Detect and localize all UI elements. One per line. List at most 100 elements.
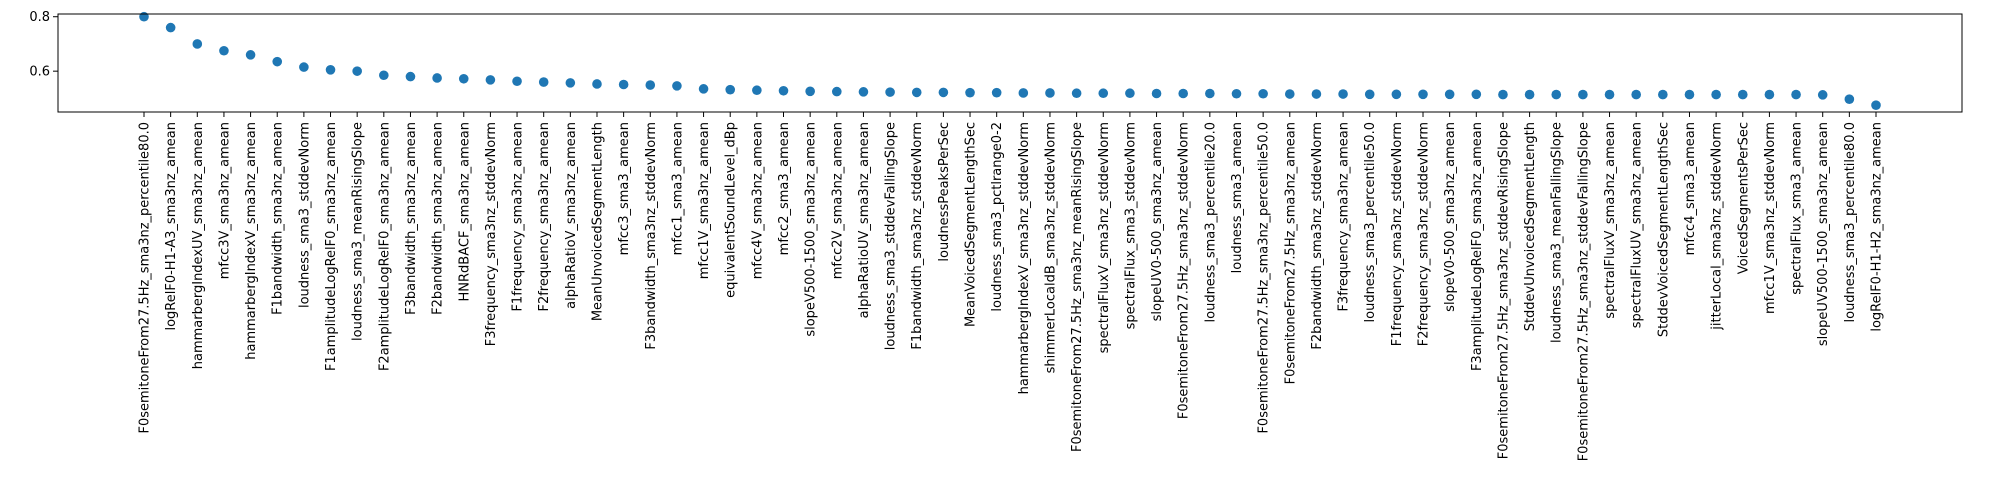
x-tick-label: mfcc4_sma3_amean [1683, 122, 1698, 255]
x-tick-label: F2amplitudeLogRelF0_sma3nz_amean [377, 122, 392, 371]
x-tick-label: mfcc3_sma3_amean [617, 122, 632, 255]
data-point [1844, 94, 1855, 105]
data-point [672, 81, 682, 91]
x-tick-label: F2bandwidth_sma3nz_stddevNorm [1310, 122, 1325, 350]
x-tick-label: mfcc1V_sma3nz_stddevNorm [1763, 122, 1778, 314]
x-tick-label: alphaRatioUV_sma3nz_amean [857, 122, 872, 318]
x-tick-label: spectralFluxV_sma3nz_amean [1603, 122, 1618, 319]
x-tick-label: F0semitoneFrom27.5Hz_sma3nz_stddevNorm [1177, 122, 1192, 419]
data-point [219, 45, 229, 56]
x-tick-label: F1frequency_sma3nz_stddevNorm [1390, 122, 1405, 346]
x-tick-label: MeanVoicedSegmentLengthSec [964, 122, 979, 327]
data-point [565, 78, 576, 88]
data-point [485, 75, 496, 85]
x-tick-label: spectralFluxV_sma3nz_stddevNorm [1097, 122, 1112, 353]
x-tick-label: loudness_sma3_percentile80.0 [1843, 122, 1858, 322]
x-tick-label: spectralFlux_sma3_amean [1790, 122, 1805, 295]
data-point [458, 73, 469, 84]
x-axis: F0semitoneFrom27.5Hz_sma3nz_percentile80… [138, 112, 1885, 461]
data-point [1151, 88, 1162, 99]
x-tick-label: loudness_sma3_stddevFallingSlope [884, 122, 899, 350]
data-point [1258, 88, 1268, 99]
y-tick-label: 0.6 [29, 65, 50, 80]
data-point [1658, 89, 1668, 100]
x-tick-label: hammarbergIndexV_sma3nz_stddevNorm [1017, 122, 1032, 394]
data-point [805, 86, 815, 97]
x-tick-label: StddevUnvoicedSegmentLength [1523, 122, 1538, 331]
data-point [245, 50, 256, 60]
x-tick-label: F3bandwidth_sma3nz_amean [404, 122, 419, 315]
data-point [1311, 89, 1322, 99]
x-tick-label: F2bandwidth_sma3nz_amean [431, 122, 446, 315]
data-point [1205, 88, 1215, 99]
x-tick-label: mfcc1V_sma3nz_amean [697, 122, 712, 279]
data-point [352, 66, 362, 76]
x-tick-label: mfcc1_sma3_amean [670, 122, 685, 255]
x-tick-label: loudnessPeaksPerSec [937, 122, 952, 262]
data-point [1178, 88, 1188, 99]
data-point [965, 87, 975, 98]
data-point [885, 87, 895, 97]
x-tick-label: F3bandwidth_sma3nz_stddevNorm [644, 122, 659, 350]
x-tick-label: F0semitoneFrom27.5Hz_sma3nz_percentile80… [138, 122, 153, 434]
data-point [911, 87, 922, 98]
data-point [778, 85, 789, 96]
data-point [832, 86, 842, 97]
x-tick-label: loudness_sma3_percentile20.0 [1203, 122, 1218, 322]
x-tick-label: F0semitoneFrom27.5Hz_sma3nz_amean [1283, 122, 1298, 384]
data-point [1498, 89, 1508, 100]
data-point [272, 56, 283, 67]
data-point [1071, 88, 1082, 99]
plot-frame [57, 13, 1963, 113]
x-tick-label: spectralFluxUV_sma3nz_amean [1630, 122, 1645, 328]
data-point [1471, 89, 1482, 100]
data-point [645, 80, 656, 90]
x-tick-label: logRelF0-H1-H2_sma3nz_amean [1870, 122, 1885, 332]
x-tick-label: F2frequency_sma3nz_stddevNorm [1417, 122, 1432, 346]
data-point [1125, 88, 1135, 99]
x-tick-label: mfcc2V_sma3nz_amean [830, 122, 845, 279]
data-point [299, 62, 309, 72]
x-tick-label: loudness_sma3_pctlrange0-2 [990, 122, 1005, 312]
x-tick-label: F3frequency_sma3nz_amean [1337, 122, 1352, 312]
x-tick-label: F0semitoneFrom27.5Hz_sma3nz_percentile50… [1257, 122, 1272, 434]
x-tick-label: F0semitoneFrom27.5Hz_sma3nz_stddevRising… [1496, 122, 1511, 459]
x-tick-label: F1frequency_sma3nz_amean [511, 122, 526, 312]
data-point [1391, 89, 1402, 100]
x-tick-label: mfcc3V_sma3nz_amean [217, 122, 232, 279]
x-tick-label: slopeV0-500_sma3nz_amean [1443, 122, 1458, 312]
x-tick-label: equivalentSoundLevel_dBp [724, 122, 739, 298]
x-tick-label: spectralFlux_sma3_stddevNorm [1123, 122, 1138, 329]
data-point [725, 84, 736, 95]
x-tick-label: loudness_sma3_percentile50.0 [1363, 122, 1378, 322]
data-point [1284, 89, 1295, 99]
data-point [1817, 90, 1828, 100]
data-points [139, 11, 1881, 110]
data-point [192, 39, 203, 49]
x-tick-label: hammarbergIndexV_sma3nz_amean [244, 122, 259, 360]
data-point [1444, 89, 1455, 100]
data-point [139, 11, 149, 22]
data-point [1231, 88, 1242, 99]
data-point [1578, 89, 1588, 100]
x-tick-label: jitterLocal_sma3nz_stddevNorm [1710, 122, 1725, 331]
data-point [325, 65, 336, 75]
y-tick-label: 0.8 [29, 10, 50, 25]
data-point [512, 76, 522, 87]
data-point [1737, 89, 1748, 100]
x-tick-label: alphaRatioV_sma3nz_amean [564, 122, 579, 309]
data-point [1018, 88, 1029, 98]
data-point [1551, 89, 1562, 100]
x-tick-label: slopeV500-1500_sma3nz_amean [804, 122, 819, 337]
data-point [592, 79, 602, 89]
data-point [432, 73, 442, 83]
x-tick-label: F3amplitudeLogRelF0_sma3nz_amean [1470, 122, 1485, 371]
x-tick-label: mfcc4V_sma3nz_amean [750, 122, 765, 279]
x-tick-label: StddevVoicedSegmentLengthSec [1656, 122, 1671, 337]
data-point [1711, 89, 1721, 100]
x-tick-label: MeanUnvoicedSegmentLength [590, 122, 605, 321]
data-point [1604, 89, 1615, 100]
x-tick-label: F3frequency_sma3nz_stddevNorm [484, 122, 499, 346]
x-tick-label: hammarbergIndexUV_sma3nz_amean [191, 122, 206, 369]
x-tick-label: F1bandwidth_sma3nz_amean [271, 122, 286, 315]
